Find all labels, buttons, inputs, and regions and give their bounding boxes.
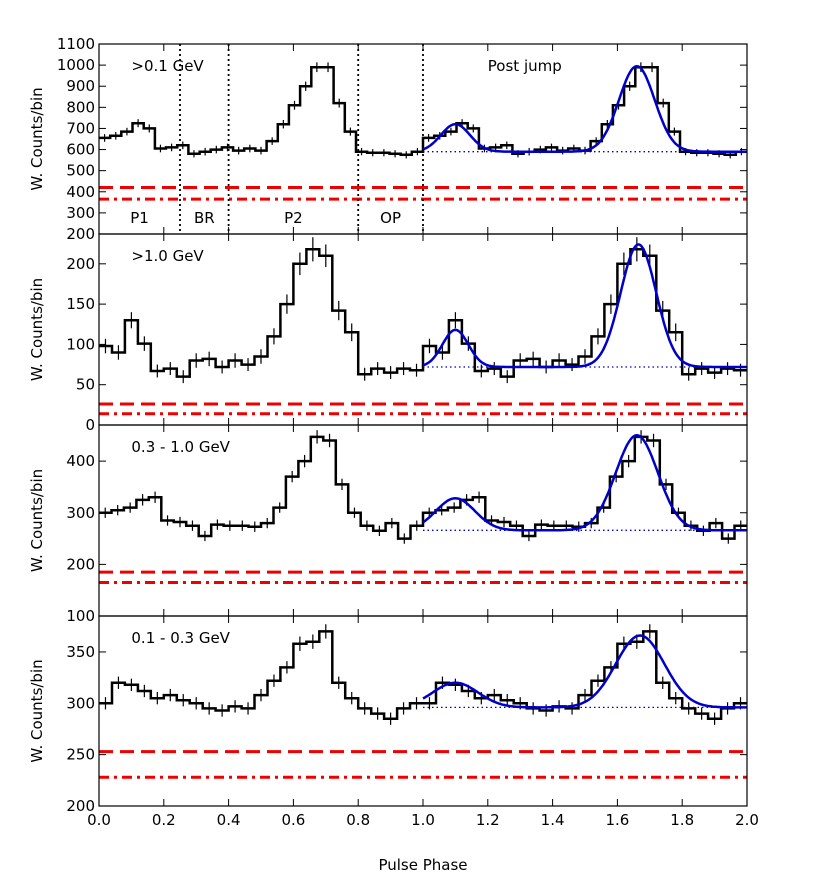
y-tick-label: 600 <box>66 141 95 159</box>
x-tick-label: 0.2 <box>152 811 176 829</box>
panel-4: 200 250 300 350 0.1 - 0.3 GeV W. Counts/bin <box>28 615 748 815</box>
plot-area <box>99 237 747 416</box>
y-tick-label: 400 <box>66 183 95 201</box>
x-tick-label: 0.6 <box>281 811 305 829</box>
panel-3: 100 200 300 400 0.3 - 1.0 GeV W. Counts/bin <box>28 424 748 625</box>
y-axis-label: W. Counts/bin <box>28 87 46 190</box>
x-tick-label: 0.8 <box>346 811 370 829</box>
region-label-op: OP <box>380 209 401 227</box>
y-tick-label: 900 <box>66 77 95 95</box>
region-label-p2: P2 <box>284 209 303 227</box>
panel-energy-label: 0.1 - 0.3 GeV <box>131 629 230 647</box>
y-tick-label: 200 <box>66 255 95 273</box>
x-tick-label: 1.0 <box>411 811 435 829</box>
panel-energy-label: >1.0 GeV <box>131 247 204 265</box>
histogram-line <box>99 435 747 540</box>
y-tick-label: 100 <box>66 607 95 625</box>
y-tick-label: 200 <box>66 555 95 573</box>
plot-area <box>99 44 747 234</box>
x-tick-label: 1.4 <box>541 811 565 829</box>
y-tick-label: 150 <box>66 295 95 313</box>
y-tick-label: 1100 <box>57 35 95 53</box>
x-tick-label: 0.0 <box>87 811 111 829</box>
y-tick-label: 800 <box>66 98 95 116</box>
x-tick-label: 2.0 <box>735 811 759 829</box>
y-tick-label: 300 <box>66 204 95 222</box>
y-axis-label: W. Counts/bin <box>28 469 46 572</box>
fit-curve <box>422 64 747 153</box>
y-tick-label: 200 <box>66 797 95 815</box>
y-tick-label: 50 <box>76 376 95 394</box>
y-axis-label: W. Counts/bin <box>28 278 46 381</box>
panel-2: 0 50 100 150 200 >1.0 GeV W. Counts/bin <box>28 233 748 434</box>
fit-curve <box>422 634 747 709</box>
panel-energy-label: 0.3 - 1.0 GeV <box>131 438 230 456</box>
region-label-br: BR <box>194 209 215 227</box>
y-tick-label: 350 <box>66 643 95 661</box>
y-tick-label: 250 <box>66 746 95 764</box>
y-tick-label: 100 <box>66 335 95 353</box>
y-tick-label: 400 <box>66 452 95 470</box>
panel-1: 200 300 400 500 600 700 800 900 1000 1100 >0.1 GeV… <box>28 35 748 243</box>
y-tick-label: 200 <box>66 225 95 243</box>
x-tick-label: 1.6 <box>605 811 629 829</box>
panel-energy-label: >0.1 GeV <box>131 57 204 75</box>
y-axis-label: W. Counts/bin <box>28 659 46 762</box>
post-jump-label: Post jump <box>488 57 562 75</box>
plot-area <box>99 430 747 584</box>
x-tick-label: 0.4 <box>217 811 241 829</box>
y-tick-label: 1000 <box>57 56 95 74</box>
y-tick-label: 500 <box>66 162 95 180</box>
y-tick-label: 300 <box>66 694 95 712</box>
y-tick-label: 700 <box>66 119 95 137</box>
fit-curve <box>422 434 747 532</box>
x-axis-label: Pulse Phase <box>378 856 467 874</box>
x-tick-label: 1.2 <box>476 811 500 829</box>
x-tick-label: 1.8 <box>670 811 694 829</box>
histogram-line <box>99 630 747 720</box>
region-label-p1: P1 <box>130 209 149 227</box>
plot-area <box>99 624 747 779</box>
y-tick-label: 300 <box>66 504 95 522</box>
fit-curve <box>422 243 747 369</box>
y-tick-label: 0 <box>85 416 95 434</box>
